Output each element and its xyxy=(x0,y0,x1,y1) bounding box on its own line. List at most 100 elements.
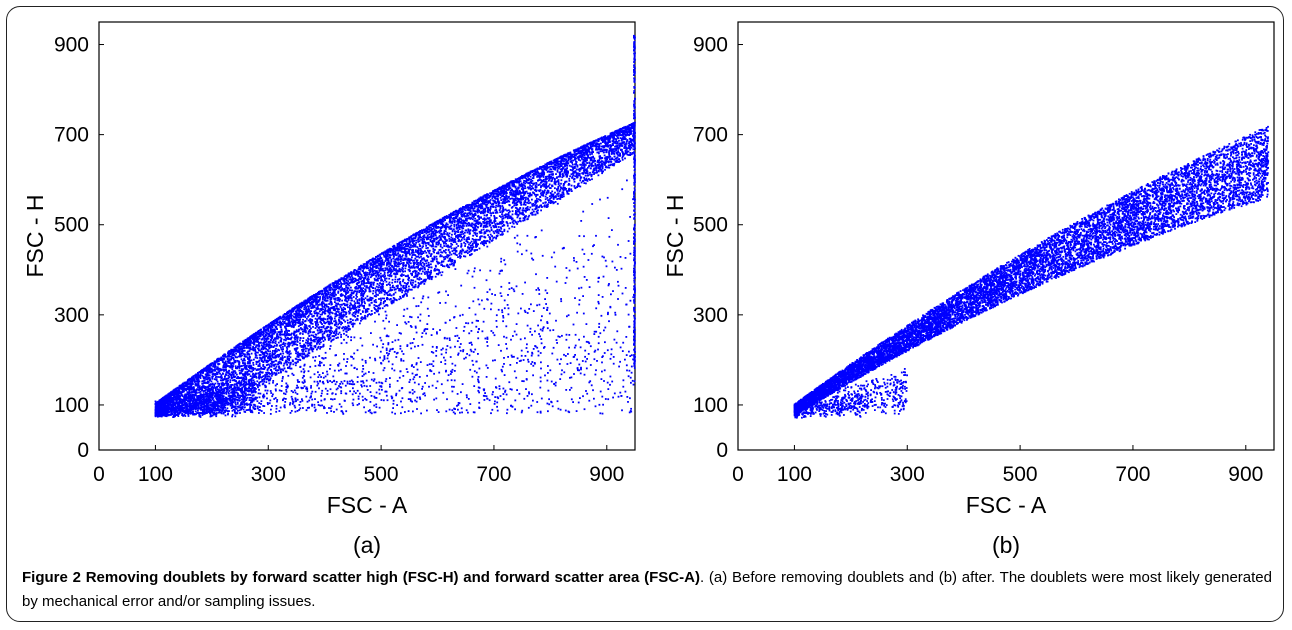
data-point xyxy=(293,340,295,343)
data-point xyxy=(578,167,581,170)
data-point xyxy=(489,236,492,239)
data-point xyxy=(213,378,216,381)
data-point xyxy=(523,174,526,176)
data-point xyxy=(443,245,446,247)
data-point xyxy=(272,356,274,359)
data-point xyxy=(480,207,482,210)
data-point xyxy=(312,295,315,297)
data-point xyxy=(342,294,344,296)
data-point xyxy=(365,273,368,275)
data-point xyxy=(325,330,328,333)
data-point xyxy=(191,386,194,389)
data-point xyxy=(630,153,633,156)
data-point xyxy=(447,248,450,251)
data-point xyxy=(258,349,261,352)
data-point xyxy=(576,184,579,187)
data-point xyxy=(319,346,322,348)
data-point xyxy=(433,238,435,241)
data-point xyxy=(302,315,304,318)
data-point xyxy=(487,202,489,204)
data-point xyxy=(450,216,453,218)
data-point xyxy=(399,281,402,283)
data-point xyxy=(581,157,583,160)
data-point xyxy=(217,382,219,385)
data-point xyxy=(454,253,457,256)
data-point xyxy=(339,303,341,306)
data-point xyxy=(632,134,635,137)
data-point xyxy=(377,255,380,258)
data-point xyxy=(570,190,573,192)
data-point xyxy=(439,245,442,248)
data-point xyxy=(211,382,214,385)
data-point xyxy=(590,175,593,178)
data-point xyxy=(185,394,187,397)
data-point xyxy=(434,264,437,267)
data-point xyxy=(412,259,414,262)
data-point xyxy=(380,288,383,290)
data-point xyxy=(387,283,390,286)
data-point xyxy=(542,194,545,197)
data-point xyxy=(275,359,278,362)
data-point xyxy=(398,263,400,266)
data-point xyxy=(309,343,312,345)
data-point xyxy=(593,157,596,160)
data-point xyxy=(384,260,387,262)
data-point xyxy=(471,202,474,205)
data-point xyxy=(425,262,428,265)
data-point xyxy=(289,338,292,341)
data-point xyxy=(349,276,352,279)
data-point xyxy=(248,369,250,372)
data-point xyxy=(423,240,425,243)
data-point xyxy=(408,285,410,288)
data-point xyxy=(302,318,304,321)
data-point xyxy=(261,345,264,348)
data-point xyxy=(305,341,307,344)
data-point xyxy=(285,317,288,320)
data-point xyxy=(342,306,345,309)
data-point xyxy=(284,342,287,345)
data-point xyxy=(610,135,613,138)
data-point xyxy=(323,289,326,292)
data-point xyxy=(609,141,611,143)
data-point xyxy=(208,368,211,371)
data-point xyxy=(465,215,468,218)
data-point xyxy=(307,338,310,341)
data-point xyxy=(322,294,325,297)
data-point xyxy=(626,139,629,141)
data-point xyxy=(545,166,548,168)
data-point xyxy=(614,130,617,133)
data-point xyxy=(608,149,611,152)
data-point xyxy=(302,330,304,333)
data-point xyxy=(293,330,296,333)
data-point xyxy=(401,291,403,294)
data-point xyxy=(609,155,611,158)
data-point xyxy=(269,350,271,353)
data-point xyxy=(378,289,381,291)
data-point xyxy=(271,333,273,335)
data-point xyxy=(367,314,369,316)
data-point xyxy=(335,307,338,310)
data-point xyxy=(396,269,399,272)
data-point xyxy=(488,222,491,225)
data-point xyxy=(253,336,256,338)
data-point xyxy=(334,333,337,336)
data-point xyxy=(359,313,362,315)
data-point xyxy=(503,189,505,192)
data-point xyxy=(435,229,437,232)
data-point xyxy=(578,172,581,175)
data-point xyxy=(494,190,496,193)
data-point xyxy=(322,326,325,328)
data-point xyxy=(394,269,396,272)
data-point xyxy=(303,314,306,317)
data-point xyxy=(218,382,221,385)
data-point xyxy=(459,257,462,259)
data-point xyxy=(345,286,347,289)
data-point xyxy=(574,175,577,178)
data-point xyxy=(511,184,514,187)
data-point xyxy=(396,286,399,289)
data-point xyxy=(315,338,318,340)
data-point xyxy=(578,174,581,177)
data-point xyxy=(303,326,306,328)
data-point xyxy=(219,379,222,382)
data-point xyxy=(250,367,253,370)
